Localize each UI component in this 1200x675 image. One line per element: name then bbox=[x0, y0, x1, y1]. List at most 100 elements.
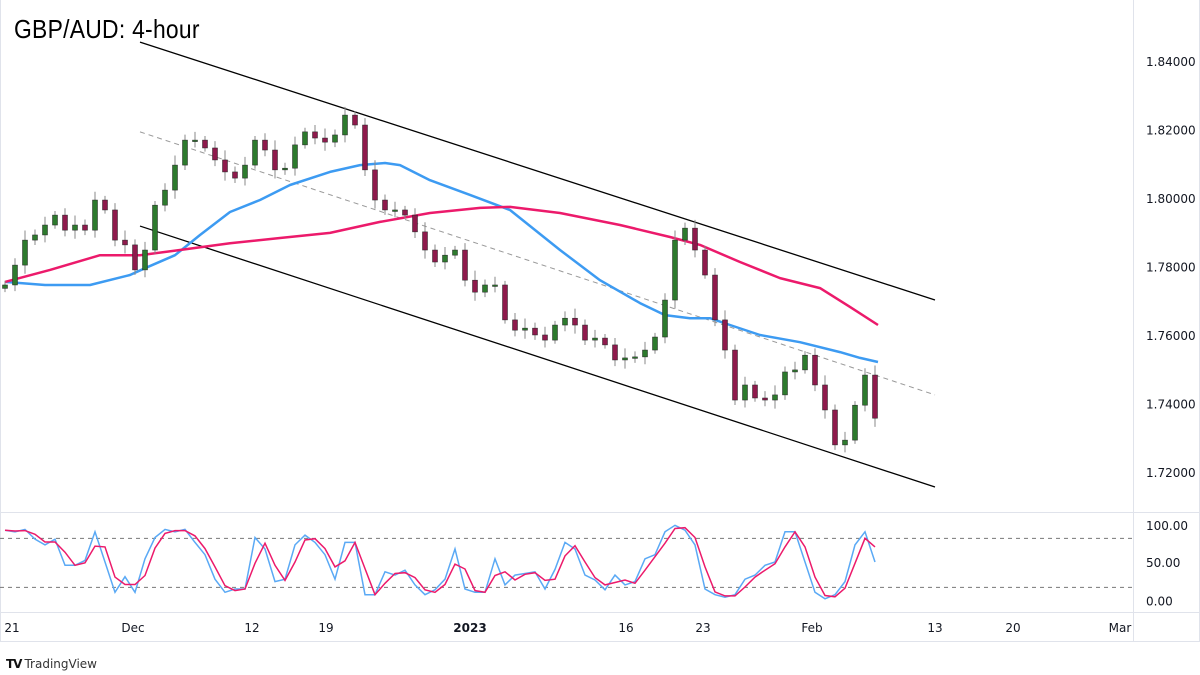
candle-up-body bbox=[172, 164, 178, 191]
candle bbox=[832, 404, 838, 450]
candle bbox=[652, 332, 658, 354]
stoch-d-line bbox=[4, 526, 876, 598]
candle-up-body bbox=[772, 394, 778, 401]
time-tick-label: 16 bbox=[618, 621, 633, 635]
price-tick-label: 1.72000 bbox=[1146, 466, 1196, 480]
candle bbox=[262, 133, 268, 157]
candle-up-body bbox=[742, 384, 748, 401]
candle bbox=[862, 368, 868, 412]
candle bbox=[622, 348, 628, 369]
candle-down-body bbox=[752, 384, 758, 399]
candle-down-body bbox=[202, 139, 208, 149]
oscillator-axis[interactable]: 100.00 50.00 0.00 bbox=[1146, 519, 1188, 609]
candle bbox=[182, 134, 188, 171]
candle bbox=[772, 385, 778, 409]
candle bbox=[172, 155, 178, 199]
price-tick-label: 1.78000 bbox=[1146, 261, 1196, 275]
candle-up-body bbox=[182, 139, 188, 166]
time-tick-label: 2023 bbox=[453, 621, 486, 635]
candle bbox=[142, 241, 148, 278]
candle-up-body bbox=[592, 337, 598, 341]
candle bbox=[492, 276, 498, 293]
candle-down-body bbox=[62, 214, 68, 231]
candle-up-body bbox=[662, 299, 668, 338]
candle-up-body bbox=[792, 369, 798, 373]
candle bbox=[632, 351, 638, 363]
candle-down-body bbox=[712, 274, 718, 321]
price-channel bbox=[139, 41, 936, 488]
candle bbox=[22, 230, 28, 274]
candle-down-body bbox=[872, 374, 878, 419]
candle bbox=[612, 338, 618, 367]
candle-up-body bbox=[442, 254, 448, 263]
price-tick-label: 1.82000 bbox=[1146, 124, 1196, 138]
candle-down-body bbox=[572, 317, 578, 326]
candle-down-body bbox=[812, 354, 818, 386]
candle-up-body bbox=[2, 284, 8, 289]
candle-down-body bbox=[122, 239, 128, 246]
candle bbox=[532, 322, 538, 340]
price-tick-label: 1.80000 bbox=[1146, 192, 1196, 206]
candle bbox=[362, 118, 368, 177]
time-tick-label: 13 bbox=[927, 621, 942, 635]
tradingview-logo-icon: TV bbox=[6, 657, 23, 671]
candle-down-body bbox=[402, 209, 408, 216]
candle-down-body bbox=[702, 249, 708, 276]
candle-up-body bbox=[192, 139, 198, 142]
candle bbox=[732, 344, 738, 405]
candle bbox=[502, 280, 508, 324]
candle bbox=[192, 131, 198, 148]
candle bbox=[72, 215, 78, 239]
candle bbox=[352, 110, 358, 129]
candle-up-body bbox=[632, 356, 638, 359]
candle-down-body bbox=[322, 137, 328, 143]
time-tick-label: 23 bbox=[695, 621, 710, 635]
candle-up-body bbox=[452, 249, 458, 256]
candle-down-body bbox=[602, 337, 608, 346]
candle-down-body bbox=[502, 284, 508, 321]
tradingview-logo[interactable]: TV TradingView bbox=[6, 657, 97, 671]
candle-up-body bbox=[152, 204, 158, 251]
time-axis[interactable]: 21 Dec 12 19 2023 16 23 Feb 13 20 Mar bbox=[4, 621, 1131, 635]
candle bbox=[672, 230, 678, 309]
candle bbox=[12, 258, 18, 292]
candle-down-body bbox=[222, 159, 228, 173]
candle-up-body bbox=[292, 144, 298, 169]
moving-averages bbox=[4, 161, 879, 364]
candle bbox=[32, 229, 38, 246]
candle-down-body bbox=[352, 114, 358, 126]
candle bbox=[792, 361, 798, 380]
candle-down-body bbox=[542, 334, 548, 341]
candle-down-body bbox=[512, 319, 518, 331]
channel-middle-line bbox=[139, 131, 936, 396]
candle bbox=[322, 128, 328, 151]
candle bbox=[452, 245, 458, 259]
candle-up-body bbox=[562, 317, 568, 326]
candle bbox=[52, 210, 58, 229]
candle bbox=[332, 129, 338, 148]
candle bbox=[662, 293, 668, 344]
channel-lower-line bbox=[139, 225, 936, 488]
candle bbox=[692, 219, 698, 258]
candle-up-body bbox=[12, 264, 18, 286]
candle bbox=[702, 245, 708, 279]
candle bbox=[682, 222, 688, 246]
candle-down-body bbox=[762, 397, 768, 401]
candle bbox=[592, 329, 598, 348]
oscillator-tick-label: 0.00 bbox=[1146, 595, 1173, 609]
candle bbox=[602, 333, 608, 349]
candle-up-body bbox=[72, 224, 78, 231]
candle-down-body bbox=[692, 227, 698, 251]
candle-down-body bbox=[832, 409, 838, 446]
chart-title: GBP/AUD: 4-hour bbox=[14, 14, 200, 44]
price-axis[interactable]: 1.84000 1.82000 1.80000 1.78000 1.76000 1.740… bbox=[1146, 55, 1196, 480]
candle-up-body bbox=[342, 114, 348, 136]
candle-up-body bbox=[332, 134, 338, 143]
candle-up-body bbox=[652, 336, 658, 351]
price-tick-label: 1.84000 bbox=[1146, 55, 1196, 69]
candle-down-body bbox=[412, 214, 418, 233]
candle-down-body bbox=[132, 244, 138, 271]
candle bbox=[2, 280, 8, 293]
candle bbox=[212, 141, 218, 167]
